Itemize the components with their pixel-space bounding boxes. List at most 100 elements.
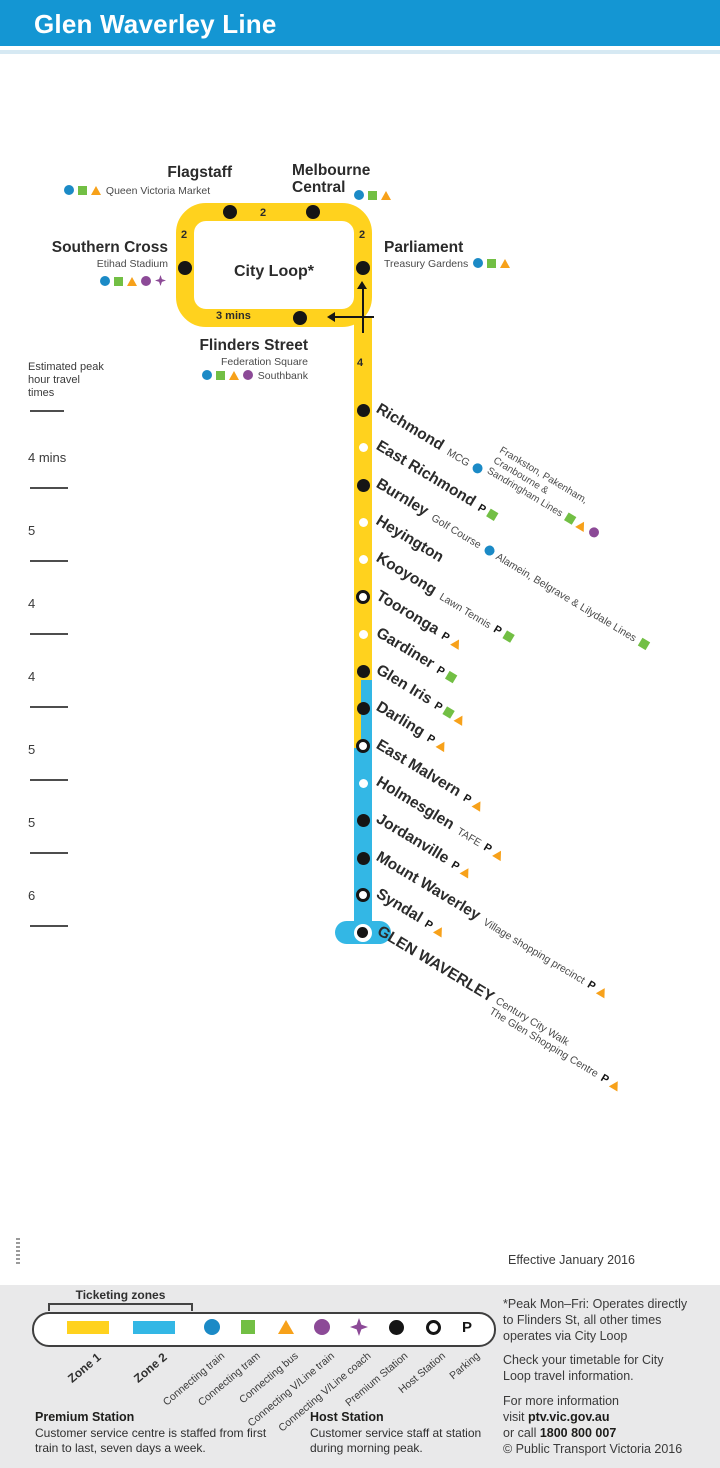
- page-title: Glen Waverley Line: [34, 9, 277, 39]
- more-info-note: For more information visit ptv.vic.gov.a…: [503, 1393, 698, 1441]
- bus-icon: [595, 985, 610, 999]
- travel-time-value: 5: [28, 815, 36, 830]
- unstaffed-station-dot: [358, 442, 368, 452]
- tram-icon: [563, 512, 577, 525]
- station-annotation: Golf Course Alamein, Belgrave & Lilydale…: [427, 511, 652, 653]
- tram-icon: [501, 630, 515, 643]
- segment-time-bottom: 3 mins: [216, 310, 251, 322]
- junction-line-vertical: [362, 288, 364, 333]
- host-station-dot: [356, 888, 370, 902]
- segment-time-left: 2: [181, 229, 188, 241]
- legend-zone1-chip: [67, 1321, 109, 1334]
- interchange-lines-note: Frankston, Pakenham, Cranbourne & Sandring…: [485, 445, 615, 542]
- station-label-flinders-street: Flinders Street: [199, 337, 308, 354]
- travel-time-divider: [30, 852, 68, 854]
- junction-line-horizontal: [334, 316, 374, 318]
- tram-icon: [78, 186, 87, 195]
- station-annotation: P: [447, 858, 475, 881]
- ptv-url: ptv.vic.gov.au: [528, 1410, 610, 1424]
- arrow-left-icon: [327, 312, 335, 322]
- tram-icon: [486, 508, 499, 522]
- station-annotation: P: [474, 501, 501, 524]
- travel-time-value: 5: [28, 523, 36, 538]
- bus-icon: [609, 1078, 623, 1092]
- train-icon: [470, 461, 485, 476]
- premium-station-dot: [356, 813, 370, 827]
- travel-time-divider: [30, 706, 68, 708]
- unstaffed-station-dot: [358, 517, 368, 527]
- bus-icon: [435, 739, 449, 752]
- peak-note: *Peak Mon–Fri: Operates directly to Flin…: [503, 1297, 688, 1343]
- header-bar: Glen Waverley Line: [0, 0, 720, 46]
- travel-time-value: 6: [28, 888, 36, 903]
- station-annotation: P: [437, 629, 465, 652]
- bus-icon: [127, 277, 137, 286]
- station-label-flagstaff: Flagstaff: [167, 164, 232, 181]
- city-loop-label: City Loop*: [234, 263, 314, 280]
- station-annotation: Village shopping precinct P: [478, 915, 611, 1001]
- bus-icon: [471, 798, 485, 812]
- station-annotation: P: [423, 731, 451, 754]
- line-zone-overlap-yellow: [354, 680, 361, 748]
- legend-premium-icon: [388, 1320, 404, 1335]
- legend-vline-train-icon: [314, 1319, 330, 1335]
- travel-time-divider: [30, 487, 68, 489]
- unstaffed-station-dot: [358, 778, 368, 788]
- segment-time-top: 2: [260, 207, 267, 219]
- info-line1: For more information: [503, 1394, 620, 1408]
- flagstaff-subtitle: Queen Victoria Market: [105, 185, 211, 197]
- travel-time-value: 4: [28, 596, 36, 611]
- terminus-station-dot: [357, 927, 368, 938]
- annotation-text: TAFE: [452, 824, 486, 851]
- station-label-southern-cross: Southern Cross: [51, 239, 168, 256]
- travel-time-divider: [30, 633, 68, 635]
- station-annotation: P: [432, 663, 459, 686]
- station-label-parliament: Parliament: [384, 239, 464, 256]
- train-icon: [64, 185, 74, 195]
- flinders-subtitle: Federation Square: [221, 356, 308, 368]
- tram-icon: [215, 371, 225, 380]
- train-icon: [201, 370, 212, 380]
- vline-coach-icon: [155, 275, 166, 286]
- bus-icon: [500, 259, 511, 268]
- legend-pill: [32, 1312, 496, 1347]
- info-call: or call: [503, 1426, 540, 1440]
- flinders-sub2: Southbank: [148, 370, 308, 382]
- flinders-subtitle2: Southbank: [257, 370, 308, 382]
- print-code-mark: [16, 1238, 20, 1264]
- segment-time-below-loop: 4: [357, 357, 364, 369]
- station-annotation: Century City Walk The Glen Shopping Cent…: [487, 995, 630, 1095]
- bus-icon: [91, 186, 101, 195]
- loop-dot-flagstaff: [223, 205, 237, 219]
- loop-dot-melbourne-central: [306, 205, 320, 219]
- vline-train-icon: [141, 276, 151, 286]
- tram-icon: [637, 637, 650, 650]
- ticketing-zones-bracket: [48, 1303, 193, 1311]
- legend-train-icon: [204, 1319, 220, 1335]
- travel-time-divider: [30, 925, 68, 927]
- tram-icon: [444, 670, 458, 684]
- bus-icon: [453, 713, 468, 727]
- tram-icon: [487, 259, 497, 268]
- phone-number: 1800 800 007: [539, 1426, 617, 1440]
- parliament-sub: Treasury Gardens: [384, 258, 512, 270]
- station-annotation: P: [430, 699, 469, 729]
- flinders-connection-icons: [200, 370, 255, 382]
- legend-host-icon: [425, 1320, 441, 1335]
- travel-times-heading: Estimated peak hour travel times: [28, 361, 104, 399]
- train-icon: [473, 258, 484, 268]
- tram-icon: [368, 191, 377, 200]
- unstaffed-station-dot: [358, 554, 368, 564]
- flagstaff-connection-icons: [62, 185, 103, 197]
- tram-icon: [114, 277, 123, 286]
- loop-dot-southern-cross: [178, 261, 192, 275]
- station-sub-flagstaff: Queen Victoria Market: [62, 185, 210, 197]
- travel-time-divider: [30, 560, 68, 562]
- premium-station-dot: [356, 851, 370, 865]
- tram-icon: [442, 706, 456, 719]
- premium-station-desc: Customer service centre is staffed from …: [35, 1426, 267, 1455]
- train-icon: [100, 276, 110, 286]
- loop-dot-flinders-street: [293, 311, 307, 325]
- host-station-title: Host Station: [310, 1410, 384, 1424]
